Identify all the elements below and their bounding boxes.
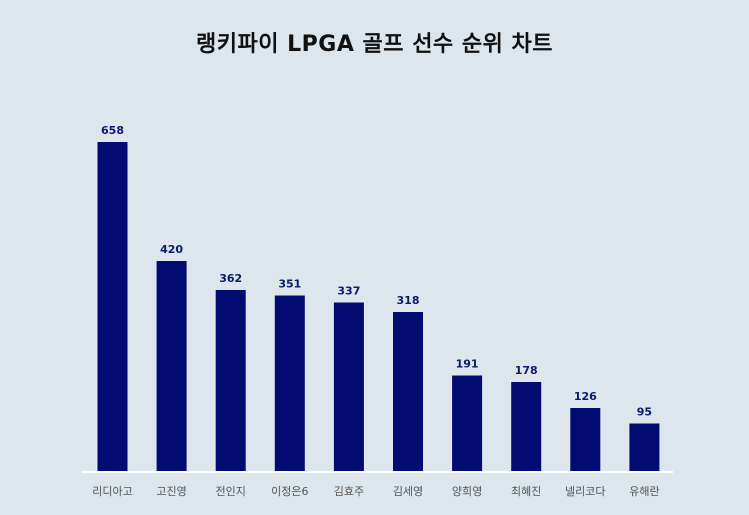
bar-7 xyxy=(452,375,483,471)
category-label: 이정은6 xyxy=(271,485,308,498)
bar-value-label: 126 xyxy=(574,390,597,403)
bar-6 xyxy=(393,312,423,471)
bar-9 xyxy=(570,408,601,471)
category-label: 김효주 xyxy=(334,485,364,498)
bar-value-label: 337 xyxy=(337,285,360,298)
category-label: 유해란 xyxy=(629,484,659,498)
category-label: 김세영 xyxy=(393,485,423,498)
bar-value-label: 362 xyxy=(219,272,242,285)
bar-value-label: 318 xyxy=(397,294,420,307)
bar-3 xyxy=(215,290,246,471)
bar-value-label: 351 xyxy=(278,278,301,291)
bar-10 xyxy=(629,423,660,471)
bar-4 xyxy=(274,295,305,471)
bar-value-label: 420 xyxy=(160,243,183,256)
category-label: 넬리코다 xyxy=(565,485,605,498)
category-label: 최혜진 xyxy=(511,485,541,498)
bar-8 xyxy=(511,382,542,471)
bar-value-label: 178 xyxy=(515,364,538,377)
bar-1 xyxy=(97,142,128,471)
bar-value-label: 95 xyxy=(637,406,652,419)
bar-value-label: 658 xyxy=(101,124,124,137)
category-label: 양희영 xyxy=(452,485,482,498)
bar-2 xyxy=(156,261,187,471)
category-label: 전인지 xyxy=(216,485,246,498)
category-label: 리디아고 xyxy=(92,485,132,498)
bar-5 xyxy=(333,302,364,471)
category-label: 고진영 xyxy=(156,485,186,498)
chart-title: 랭키파이 LPGA 골프 선수 순위 차트 xyxy=(196,32,553,57)
bar-value-label: 191 xyxy=(456,358,479,371)
